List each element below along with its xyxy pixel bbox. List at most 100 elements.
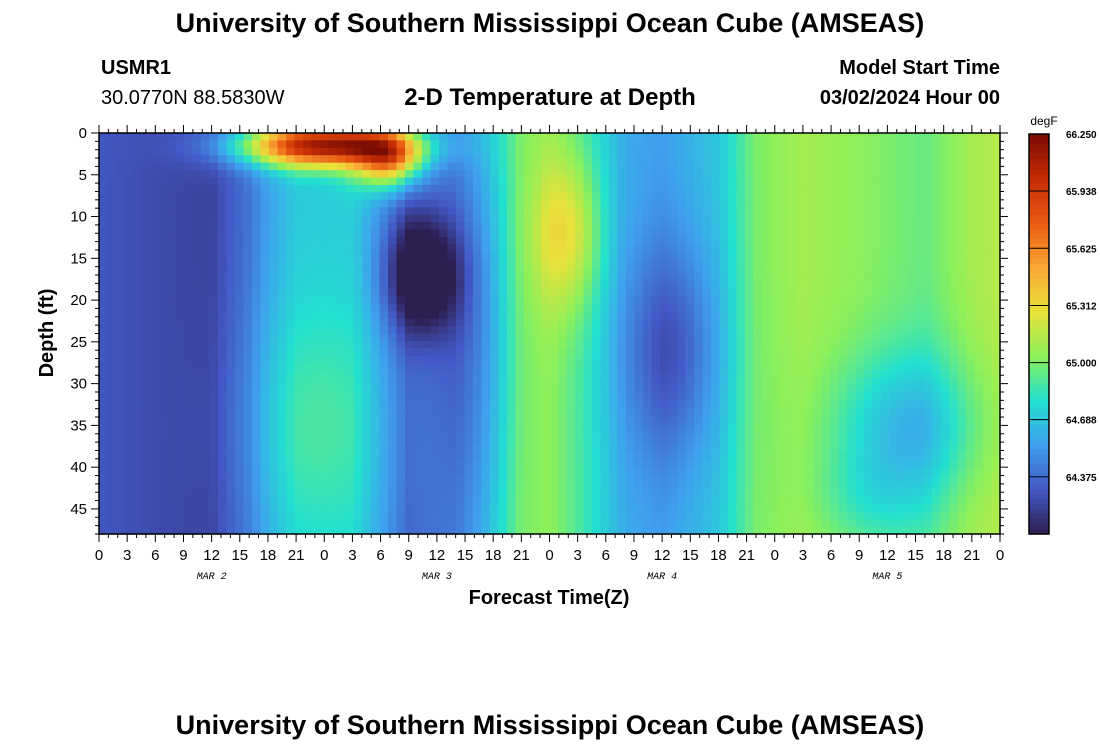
- heatmap-cell: [167, 400, 177, 409]
- heatmap-cell: [464, 303, 474, 312]
- heatmap-cell: [966, 311, 976, 320]
- heatmap-cell: [889, 133, 899, 142]
- heatmap-cell: [371, 355, 381, 364]
- heatmap-cell: [464, 348, 474, 357]
- heatmap-cell: [541, 467, 551, 476]
- heatmap-cell: [940, 444, 950, 453]
- heatmap-cell: [532, 311, 542, 320]
- heatmap-cell: [328, 392, 338, 401]
- heatmap-cell: [294, 340, 304, 349]
- heatmap-cell: [881, 363, 891, 372]
- heatmap-cell: [685, 459, 695, 468]
- heatmap-cell: [498, 303, 508, 312]
- heatmap-cell: [643, 140, 653, 149]
- heatmap-cell: [362, 251, 372, 260]
- heatmap-cell: [337, 214, 347, 223]
- heatmap-cell: [116, 355, 126, 364]
- heatmap-cell: [379, 385, 389, 394]
- heatmap-cell: [464, 296, 474, 305]
- heatmap-cell: [150, 370, 160, 379]
- heatmap-cell: [575, 199, 585, 208]
- heatmap-cell: [532, 229, 542, 238]
- heatmap-cell: [107, 459, 117, 468]
- heatmap-cell: [923, 162, 933, 171]
- heatmap-cell: [592, 474, 602, 483]
- heatmap-cell: [328, 162, 338, 171]
- heatmap-cell: [192, 133, 202, 142]
- heatmap-cell: [107, 184, 117, 194]
- heatmap-cell: [915, 192, 925, 201]
- heatmap-cell: [354, 162, 364, 171]
- heatmap-cell: [838, 363, 848, 372]
- heatmap-cell: [226, 370, 236, 379]
- heatmap-cell: [838, 348, 848, 357]
- heatmap-cell: [124, 192, 134, 201]
- heatmap-cell: [124, 229, 134, 238]
- heatmap-cell: [345, 452, 355, 461]
- heatmap-cell: [796, 133, 806, 142]
- heatmap-cell: [413, 459, 423, 468]
- heatmap-cell: [107, 147, 117, 156]
- heatmap-cell: [974, 288, 984, 297]
- heatmap-cell: [388, 422, 398, 431]
- heatmap-cell: [456, 177, 466, 186]
- heatmap-cell: [294, 133, 304, 142]
- heatmap-cell: [532, 140, 542, 149]
- heatmap-cell: [371, 340, 381, 349]
- heatmap-cell: [252, 214, 262, 223]
- heatmap-cell: [728, 363, 738, 372]
- heatmap-cell: [609, 259, 619, 268]
- heatmap-cell: [320, 437, 330, 446]
- heatmap-cell: [524, 318, 534, 327]
- heatmap-cell: [796, 184, 806, 194]
- heatmap-cell: [405, 288, 415, 297]
- heatmap-cell: [898, 333, 908, 342]
- heatmap-cell: [600, 222, 610, 231]
- heatmap-cell: [949, 207, 959, 216]
- heatmap-cell: [660, 155, 670, 164]
- heatmap-cell: [99, 311, 109, 320]
- heatmap-cell: [889, 162, 899, 171]
- heatmap-cell: [923, 133, 933, 142]
- heatmap-cell: [923, 363, 933, 372]
- heatmap-cell: [320, 288, 330, 297]
- heatmap-cell: [966, 274, 976, 283]
- heatmap-cell: [600, 430, 610, 439]
- heatmap-cell: [226, 459, 236, 468]
- heatmap-cell: [311, 430, 321, 439]
- heatmap-cell: [175, 288, 185, 297]
- heatmap-cell: [260, 274, 270, 283]
- heatmap-cell: [498, 326, 508, 335]
- heatmap-cell: [906, 318, 916, 327]
- heatmap-cell: [277, 192, 287, 201]
- heatmap-cell: [753, 340, 763, 349]
- heatmap-cell: [124, 155, 134, 164]
- heatmap-cell: [311, 155, 321, 164]
- heatmap-cell: [158, 392, 168, 401]
- heatmap-cell: [719, 214, 729, 223]
- heatmap-cell: [838, 140, 848, 149]
- heatmap-cell: [328, 184, 338, 194]
- heatmap-cell: [252, 266, 262, 275]
- heatmap-cell: [269, 318, 279, 327]
- heatmap-cell: [192, 214, 202, 223]
- heatmap-cell: [711, 378, 721, 387]
- heatmap-cell: [957, 385, 967, 394]
- heatmap-cell: [609, 430, 619, 439]
- heatmap-cell: [736, 415, 746, 424]
- heatmap-cell: [566, 459, 576, 468]
- heatmap-cell: [286, 370, 296, 379]
- heatmap-cell: [226, 452, 236, 461]
- heatmap-cell: [787, 303, 797, 312]
- heatmap-cell: [158, 244, 168, 253]
- heatmap-cell: [311, 311, 321, 320]
- heatmap-cell: [371, 192, 381, 201]
- heatmap-cell: [396, 452, 406, 461]
- heatmap-cell: [583, 407, 593, 416]
- heatmap-cell: [158, 192, 168, 201]
- heatmap-cell: [507, 407, 517, 416]
- heatmap-cell: [413, 147, 423, 156]
- heatmap-cell: [872, 140, 882, 149]
- heatmap-cell: [583, 459, 593, 468]
- heatmap-cell: [694, 318, 704, 327]
